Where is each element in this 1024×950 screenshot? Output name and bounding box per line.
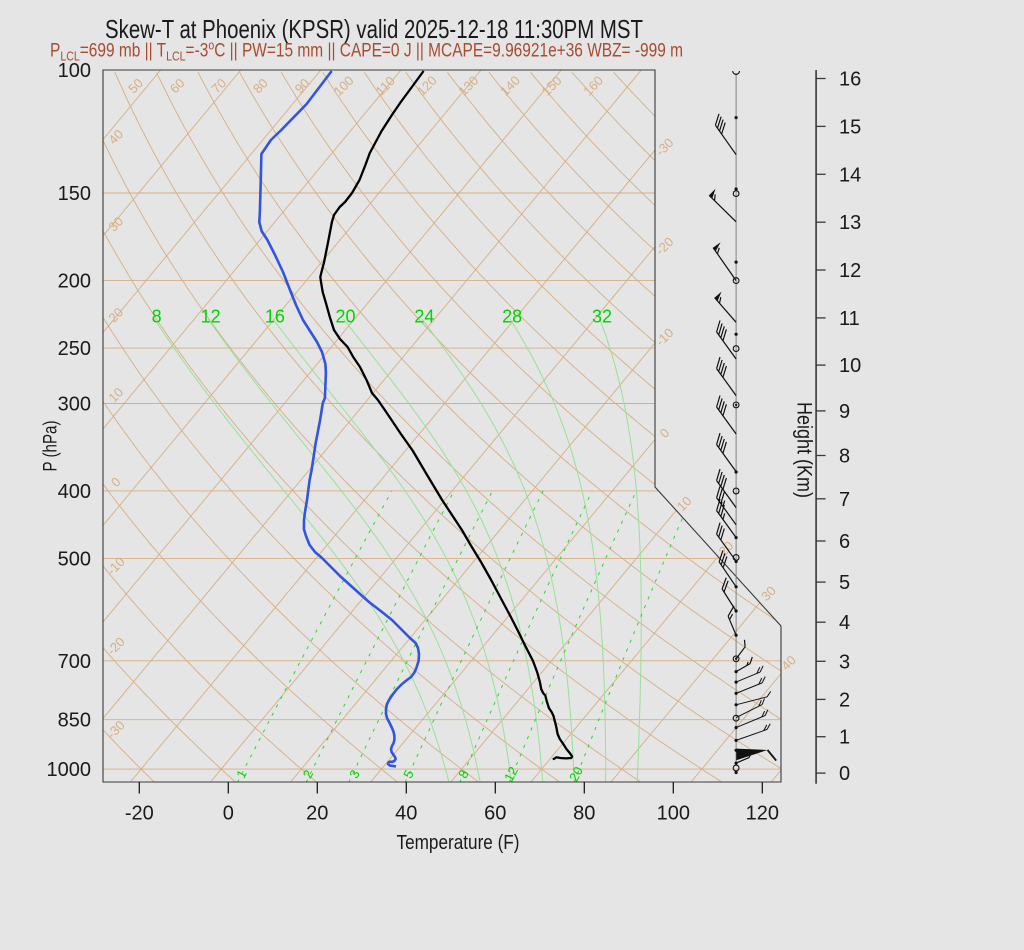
svg-text:-20: -20 [125,803,154,825]
svg-text:32: 32 [592,307,612,327]
svg-text:Skew-T at Phoenix (KPSR) valid: Skew-T at Phoenix (KPSR) valid 2025-12-1… [105,14,643,44]
svg-text:4: 4 [839,612,850,634]
svg-text:16: 16 [265,307,285,327]
svg-text:120: 120 [746,803,779,825]
svg-text:13: 13 [839,212,861,234]
svg-text:11: 11 [839,308,860,330]
svg-text:8: 8 [152,307,162,327]
svg-text:P (hPa): P (hPa) [41,421,62,472]
svg-text:850: 850 [58,710,91,732]
svg-text:400: 400 [58,481,91,503]
svg-text:0: 0 [839,763,850,785]
svg-text:24: 24 [414,307,434,327]
svg-text:28: 28 [502,307,522,327]
svg-text:150: 150 [58,183,91,205]
svg-text:2: 2 [839,689,850,711]
svg-text:1000: 1000 [47,759,92,781]
svg-text:16: 16 [839,69,861,91]
svg-text:20: 20 [335,307,355,327]
svg-text:700: 700 [58,651,91,673]
svg-text:7: 7 [839,489,850,511]
svg-text:1: 1 [839,727,850,749]
svg-text:20: 20 [306,803,328,825]
svg-text:80: 80 [573,803,595,825]
svg-text:8: 8 [839,446,850,468]
svg-text:250: 250 [58,338,91,360]
svg-text:Temperature (F): Temperature (F) [397,832,520,854]
svg-text:PLCL=699 mb || TLCL=-3oC || PW: PLCL=699 mb || TLCL=-3oC || PW=15 mm || … [50,38,683,64]
svg-text:100: 100 [657,803,690,825]
svg-text:40: 40 [395,803,417,825]
svg-text:6: 6 [839,531,850,553]
svg-text:100: 100 [58,60,91,82]
svg-text:14: 14 [839,164,861,186]
svg-text:60: 60 [484,803,506,825]
svg-text:0: 0 [223,803,234,825]
svg-text:10: 10 [839,355,861,377]
svg-text:3: 3 [839,651,850,673]
svg-text:200: 200 [58,270,91,292]
svg-text:500: 500 [58,549,91,571]
svg-text:12: 12 [501,764,521,784]
svg-text:Height (Km): Height (Km) [793,402,816,498]
svg-text:12: 12 [201,307,221,327]
svg-text:20: 20 [566,764,586,784]
svg-text:12: 12 [839,260,861,282]
svg-text:15: 15 [839,116,861,138]
svg-text:5: 5 [839,572,850,594]
svg-text:9: 9 [839,401,850,423]
svg-text:300: 300 [58,394,91,416]
